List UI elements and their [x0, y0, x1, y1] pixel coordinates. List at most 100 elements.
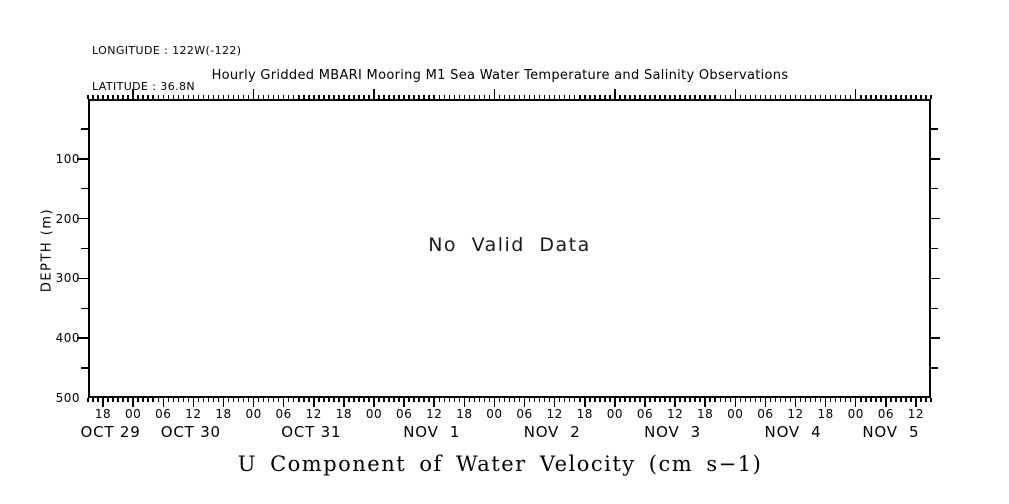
x-minor-tick — [594, 95, 596, 99]
x-minor-tick — [498, 95, 501, 99]
y-major-tick — [77, 337, 88, 339]
x-minor-tick — [579, 398, 581, 402]
x-minor-tick — [348, 95, 350, 99]
x-minor-tick — [880, 398, 882, 402]
y-minor-tick — [931, 128, 938, 130]
x-minor-tick — [363, 398, 365, 402]
x-tick-label: 00 — [365, 407, 383, 421]
x-minor-tick — [729, 398, 732, 402]
x-minor-tick — [368, 95, 370, 99]
x-minor-tick — [744, 398, 747, 402]
x-minor-tick — [548, 95, 551, 99]
x-minor-tick — [528, 398, 531, 402]
x-minor-tick — [784, 95, 787, 99]
x-tick-label: 00 — [125, 407, 142, 421]
x-minor-tick — [584, 95, 586, 99]
x-minor-tick — [212, 95, 215, 99]
x-minor-tick — [804, 95, 807, 99]
date-label: NOV 3 — [644, 423, 702, 441]
x-minor-tick — [217, 95, 220, 99]
x-minor-tick — [568, 398, 571, 402]
x-minor-tick — [308, 95, 310, 99]
y-tick-label: 100 — [55, 151, 80, 166]
x-minor-tick — [353, 95, 355, 99]
x-minor-tick — [629, 398, 631, 402]
x-minor-tick — [759, 398, 762, 402]
x-minor-tick — [860, 398, 862, 402]
x-tick-label: 18 — [335, 407, 353, 421]
x-minor-tick — [212, 398, 215, 402]
x-minor-tick — [167, 95, 170, 99]
x-major-tick — [463, 398, 466, 407]
x-minor-tick — [814, 95, 817, 99]
x-minor-tick — [789, 95, 792, 99]
x-minor-tick — [483, 398, 486, 402]
x-minor-tick — [558, 95, 561, 99]
x-minor-tick — [333, 95, 335, 99]
x-minor-tick — [498, 398, 501, 402]
x-minor-tick — [423, 95, 425, 99]
x-minor-tick — [257, 95, 260, 99]
plot-area: No Valid Data — [88, 99, 931, 398]
x-minor-tick — [333, 398, 335, 402]
x-tick-label: 18 — [94, 407, 112, 421]
x-minor-tick — [719, 398, 721, 402]
x-minor-tick — [443, 398, 446, 402]
x-minor-tick — [634, 398, 636, 402]
x-minor-tick — [232, 95, 235, 99]
x-minor-tick — [794, 95, 797, 99]
x-major-tick — [222, 398, 225, 407]
x-minor-tick — [709, 398, 711, 402]
y-tick-label: 300 — [55, 271, 80, 286]
x-minor-tick — [518, 398, 521, 402]
x-minor-tick — [488, 95, 491, 99]
x-minor-tick — [197, 398, 200, 402]
x-major-tick — [704, 398, 706, 407]
x-minor-tick — [227, 95, 230, 99]
x-minor-tick — [423, 398, 425, 402]
x-minor-tick — [152, 95, 154, 99]
x-minor-tick — [272, 398, 275, 402]
x-minor-tick — [724, 398, 727, 402]
x-minor-tick — [197, 95, 200, 99]
x-minor-tick — [237, 95, 240, 99]
x-minor-tick — [709, 95, 711, 99]
x-axis-title: U Component of Water Velocity (cm s−1) — [237, 452, 763, 476]
x-minor-tick — [910, 398, 912, 402]
x-major-tick — [915, 398, 917, 407]
y-tick-label: 400 — [55, 331, 80, 346]
x-minor-tick — [875, 398, 877, 402]
x-minor-tick — [353, 398, 355, 402]
x-minor-tick — [408, 398, 410, 402]
x-major-tick — [162, 398, 165, 407]
x-minor-tick — [182, 95, 185, 99]
x-minor-tick — [573, 95, 576, 99]
x-major-tick — [132, 398, 134, 407]
x-minor-tick — [287, 398, 290, 402]
x-minor-tick — [428, 398, 430, 402]
x-minor-tick — [97, 398, 99, 402]
x-minor-tick — [714, 95, 716, 99]
x-minor-tick — [654, 398, 656, 402]
x-minor-tick — [308, 398, 310, 402]
y-major-tick — [931, 217, 940, 220]
x-minor-tick — [393, 398, 395, 402]
x-minor-tick — [694, 398, 696, 402]
x-minor-tick — [849, 95, 852, 99]
x-minor-tick — [323, 398, 325, 402]
x-minor-tick — [659, 95, 661, 99]
x-major-tick — [252, 89, 255, 99]
y-major-tick — [931, 277, 940, 280]
x-minor-tick — [814, 398, 817, 402]
x-minor-tick — [865, 398, 867, 402]
x-minor-tick — [358, 95, 360, 99]
x-minor-tick — [558, 398, 561, 402]
x-minor-tick — [839, 398, 842, 402]
x-tick-label: 06 — [395, 407, 413, 421]
y-minor-tick — [81, 307, 88, 310]
x-minor-tick — [348, 398, 350, 402]
x-minor-tick — [292, 398, 295, 402]
x-minor-tick — [634, 95, 636, 99]
x-minor-tick — [127, 398, 129, 402]
x-minor-tick — [834, 95, 837, 99]
